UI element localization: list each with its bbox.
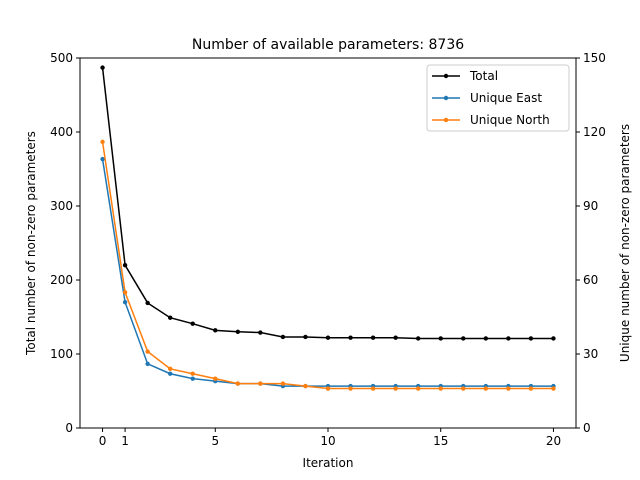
point-unique-north bbox=[370, 386, 376, 391]
point-total bbox=[190, 321, 195, 326]
point-total bbox=[348, 335, 353, 340]
right-y-axis-label: Unique number of non-zero parameters bbox=[618, 124, 632, 362]
left-y-tick-label: 200 bbox=[50, 273, 73, 287]
x-tick-label: 10 bbox=[320, 434, 335, 448]
legend-label-unique-east: Unique East bbox=[470, 91, 542, 105]
series-line-unique-north bbox=[101, 141, 554, 390]
point-total bbox=[528, 336, 534, 341]
point-total bbox=[100, 65, 105, 70]
right-y-axis-ticks: 0 30 60 90 120 150 bbox=[576, 51, 606, 435]
x-axis-ticks: 0 1 5 10 15 20 bbox=[99, 428, 561, 448]
point-unique-north bbox=[167, 366, 173, 371]
point-total bbox=[461, 336, 466, 341]
point-unique-north bbox=[551, 386, 556, 391]
point-unique-north bbox=[528, 386, 534, 391]
legend-label-total: Total bbox=[469, 69, 498, 83]
point-unique-north bbox=[145, 349, 150, 354]
x-tick-label: 0 bbox=[99, 434, 107, 448]
point-unique-north bbox=[438, 386, 443, 391]
legend-marker-unique-north bbox=[443, 117, 449, 123]
point-total bbox=[325, 335, 331, 340]
left-y-tick-label: 400 bbox=[50, 125, 73, 139]
right-y-tick-label: 90 bbox=[583, 199, 598, 213]
left-y-tick-label: 500 bbox=[50, 51, 73, 65]
point-total bbox=[393, 335, 398, 340]
point-total bbox=[370, 335, 376, 340]
point-unique-north bbox=[348, 386, 353, 391]
point-unique-north bbox=[303, 383, 308, 389]
point-unique-east bbox=[122, 300, 128, 305]
left-y-tick-label: 300 bbox=[50, 199, 73, 213]
point-unique-north bbox=[393, 386, 398, 391]
left-y-axis-label: Total number of non-zero parameters bbox=[24, 131, 38, 356]
point-total bbox=[303, 334, 308, 340]
legend-marker-unique-east bbox=[443, 95, 449, 101]
point-unique-east bbox=[190, 376, 195, 381]
point-unique-north bbox=[190, 371, 195, 376]
point-unique-north bbox=[506, 386, 511, 391]
right-y-tick-label: 30 bbox=[583, 347, 598, 361]
x-axis-label: Iteration bbox=[303, 456, 354, 470]
x-tick-label: 15 bbox=[433, 434, 448, 448]
left-y-axis-ticks: 0 100 200 300 400 500 bbox=[50, 51, 80, 435]
point-unique-north bbox=[280, 381, 286, 386]
point-total bbox=[235, 329, 241, 334]
point-unique-east bbox=[145, 361, 150, 367]
point-unique-east bbox=[100, 156, 105, 162]
point-unique-north bbox=[461, 386, 466, 391]
point-total bbox=[415, 336, 421, 341]
legend-box bbox=[426, 64, 570, 132]
series-line-unique-east bbox=[101, 159, 554, 387]
point-total bbox=[258, 330, 263, 335]
point-total bbox=[145, 300, 150, 306]
point-unique-north bbox=[122, 290, 128, 295]
point-unique-north bbox=[235, 381, 241, 386]
point-total bbox=[280, 334, 286, 340]
x-tick-label: 1 bbox=[121, 434, 129, 448]
point-unique-north bbox=[415, 386, 421, 391]
x-tick-label: 5 bbox=[211, 434, 219, 448]
point-unique-north bbox=[483, 386, 489, 391]
point-total bbox=[506, 336, 511, 341]
point-unique-north bbox=[325, 386, 331, 391]
x-tick-label: 20 bbox=[546, 434, 561, 448]
legend-marker-total bbox=[443, 73, 449, 79]
point-total bbox=[167, 315, 173, 320]
point-unique-north bbox=[213, 376, 218, 381]
point-unique-north bbox=[258, 381, 263, 386]
right-y-tick-label: 0 bbox=[583, 421, 591, 435]
right-y-tick-label: 120 bbox=[583, 125, 606, 139]
chart-title: Number of available parameters: 8736 bbox=[192, 37, 464, 53]
left-y-tick-label: 100 bbox=[50, 347, 73, 361]
series-layer bbox=[100, 65, 556, 391]
right-y-tick-label: 150 bbox=[583, 51, 606, 65]
point-total bbox=[122, 263, 128, 268]
point-total bbox=[483, 336, 489, 341]
point-total bbox=[438, 336, 443, 341]
point-unique-north bbox=[100, 139, 105, 145]
point-total bbox=[213, 328, 218, 333]
legend-label-unique-north: Unique North bbox=[470, 113, 550, 127]
right-y-tick-label: 60 bbox=[583, 273, 598, 287]
left-y-tick-label: 0 bbox=[65, 421, 73, 435]
legend: Total Unique East Unique North bbox=[426, 64, 570, 132]
point-unique-east bbox=[167, 371, 173, 376]
point-total bbox=[551, 336, 556, 341]
